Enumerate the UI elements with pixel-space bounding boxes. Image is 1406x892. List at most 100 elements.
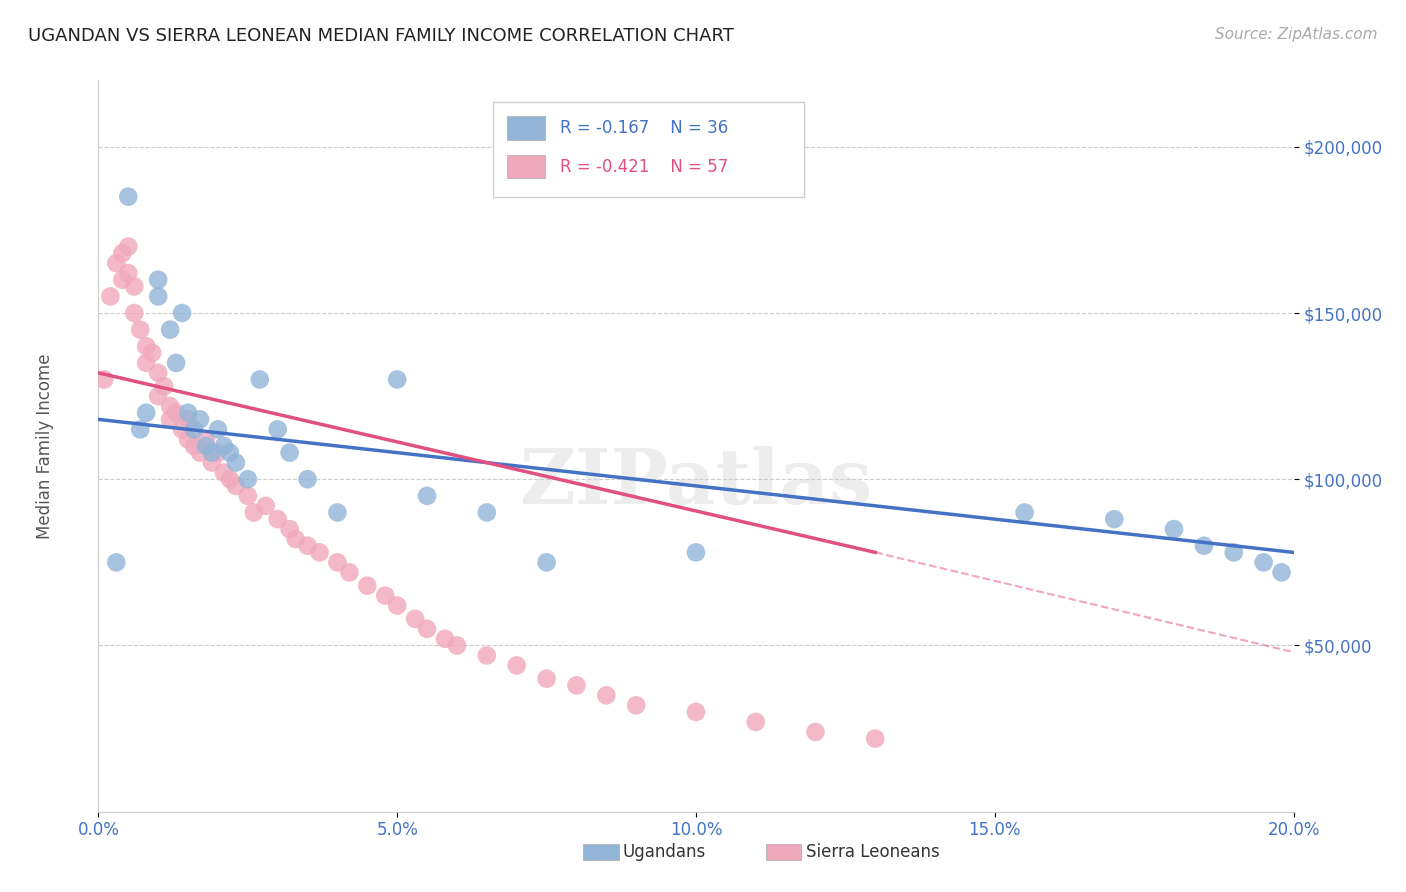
Point xyxy=(201,445,224,459)
Point xyxy=(117,189,139,203)
Point xyxy=(308,545,330,559)
Point xyxy=(356,579,378,593)
Point xyxy=(267,422,290,436)
Point xyxy=(236,472,259,486)
Point xyxy=(129,422,152,436)
Point xyxy=(148,273,170,287)
Point xyxy=(93,372,115,386)
Point xyxy=(117,266,139,280)
Point xyxy=(374,589,396,603)
Point xyxy=(297,472,319,486)
Text: Sierra Leoneans: Sierra Leoneans xyxy=(806,843,939,861)
Point xyxy=(153,379,176,393)
Point xyxy=(183,439,205,453)
Point xyxy=(249,372,271,386)
Point xyxy=(135,406,157,420)
Point xyxy=(416,622,439,636)
Point xyxy=(172,306,194,320)
Point xyxy=(159,412,181,426)
Point xyxy=(278,522,301,536)
Point xyxy=(475,648,498,663)
Point xyxy=(111,273,134,287)
Point xyxy=(195,439,218,453)
Text: UGANDAN VS SIERRA LEONEAN MEDIAN FAMILY INCOME CORRELATION CHART: UGANDAN VS SIERRA LEONEAN MEDIAN FAMILY … xyxy=(28,27,734,45)
Point xyxy=(1104,512,1126,526)
Point xyxy=(188,445,211,459)
Point xyxy=(385,372,409,386)
Point xyxy=(565,678,588,692)
Point xyxy=(172,422,194,436)
Point xyxy=(165,406,187,420)
Text: R = -0.167    N = 36: R = -0.167 N = 36 xyxy=(560,119,728,136)
Point xyxy=(148,389,170,403)
Point xyxy=(1271,566,1294,580)
Point xyxy=(278,445,301,459)
Point xyxy=(685,705,707,719)
Point xyxy=(177,412,200,426)
Point xyxy=(804,725,827,739)
Point xyxy=(195,433,218,447)
Point xyxy=(284,532,307,546)
Point xyxy=(207,445,229,459)
Point xyxy=(98,289,122,303)
Point xyxy=(201,456,224,470)
Point xyxy=(141,346,163,360)
Text: ZIPatlas: ZIPatlas xyxy=(519,446,873,519)
Point xyxy=(159,399,181,413)
Point xyxy=(297,539,319,553)
Point xyxy=(626,698,648,713)
Point xyxy=(148,366,170,380)
Point xyxy=(105,256,128,270)
Point xyxy=(177,406,200,420)
Point xyxy=(243,506,266,520)
Text: Source: ZipAtlas.com: Source: ZipAtlas.com xyxy=(1215,27,1378,42)
Text: R = -0.421    N = 57: R = -0.421 N = 57 xyxy=(560,158,728,176)
Point xyxy=(1223,545,1246,559)
Point xyxy=(225,479,247,493)
Point xyxy=(865,731,887,746)
Point xyxy=(124,279,146,293)
Point xyxy=(135,339,157,353)
Point xyxy=(124,306,146,320)
Point xyxy=(159,323,181,337)
FancyBboxPatch shape xyxy=(508,116,546,139)
Point xyxy=(212,439,235,453)
Point xyxy=(434,632,457,646)
Point xyxy=(326,506,349,520)
Point xyxy=(148,289,170,303)
Point xyxy=(254,499,277,513)
Point xyxy=(339,566,361,580)
Point xyxy=(446,639,468,653)
Text: Ugandans: Ugandans xyxy=(623,843,706,861)
Point xyxy=(745,714,768,729)
Point xyxy=(129,323,152,337)
Point xyxy=(595,689,617,703)
Point xyxy=(1253,555,1275,569)
Point xyxy=(219,445,242,459)
Point xyxy=(1014,506,1036,520)
Point xyxy=(219,472,242,486)
Point xyxy=(475,506,498,520)
Point xyxy=(236,489,259,503)
Point xyxy=(416,489,439,503)
Point xyxy=(105,555,128,569)
Point xyxy=(685,545,707,559)
Point xyxy=(536,672,558,686)
Point xyxy=(536,555,558,569)
Point xyxy=(135,356,157,370)
Point xyxy=(1163,522,1185,536)
Point xyxy=(183,422,205,436)
Point xyxy=(212,466,235,480)
Point xyxy=(404,612,426,626)
Point xyxy=(385,599,409,613)
Point xyxy=(111,246,134,260)
Point xyxy=(165,356,187,370)
FancyBboxPatch shape xyxy=(494,103,804,197)
Point xyxy=(326,555,349,569)
Point xyxy=(177,433,200,447)
Text: Median Family Income: Median Family Income xyxy=(35,353,53,539)
Point xyxy=(506,658,529,673)
Point xyxy=(188,412,211,426)
Point xyxy=(207,422,229,436)
Point xyxy=(1192,539,1215,553)
